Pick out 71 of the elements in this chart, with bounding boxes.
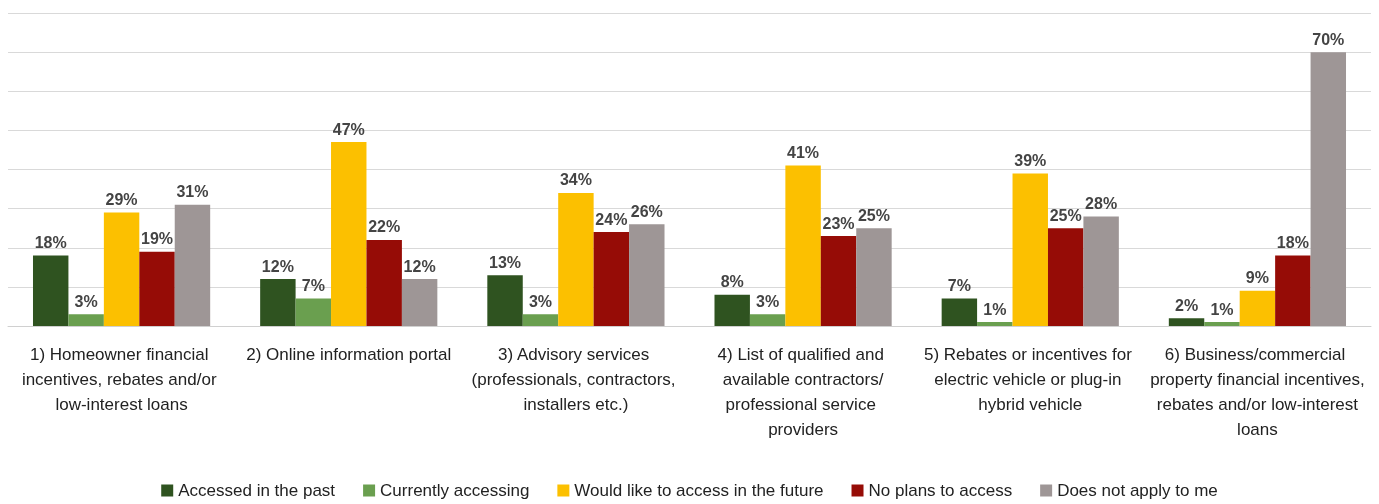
x-tick-label: 6) Business/commercial property financial incentives, rebates and/or low-interest loans xyxy=(1150,345,1365,439)
bar xyxy=(174,204,211,326)
x-tick-label: 1) Homeowner financial incentives, rebates and/or low-interest loans xyxy=(21,345,222,414)
bar xyxy=(366,239,402,326)
x-tick-label: 2) Online information portal xyxy=(246,345,452,364)
data-label: 25% xyxy=(857,206,890,224)
bar xyxy=(941,298,978,326)
data-label: 41% xyxy=(787,144,820,162)
data-label: 3% xyxy=(74,292,98,310)
bar xyxy=(593,232,630,326)
legend-label: Accessed in the past xyxy=(178,481,336,500)
data-label: 2% xyxy=(1174,296,1199,314)
bar xyxy=(820,236,857,326)
bar xyxy=(522,314,559,326)
data-label: 31% xyxy=(176,183,209,201)
bar xyxy=(785,165,821,326)
data-label: 8% xyxy=(720,273,744,291)
bar xyxy=(401,279,438,326)
data-label: 19% xyxy=(141,230,174,248)
legend-label: Currently accessing xyxy=(380,481,530,500)
data-label: 29% xyxy=(105,191,138,209)
bar xyxy=(1204,322,1240,326)
bar xyxy=(1168,318,1205,326)
bar xyxy=(749,314,786,326)
data-label: 23% xyxy=(822,214,855,232)
data-label: 13% xyxy=(489,253,522,271)
x-tick-label: 3) Advisory services (professionals, contractors, installers etc.) xyxy=(471,345,681,414)
data-label: 24% xyxy=(595,210,628,228)
bar xyxy=(1012,173,1048,326)
data-label: 1% xyxy=(983,300,1007,318)
bar xyxy=(295,298,332,326)
legend-label: Would like to access in the future xyxy=(574,481,824,500)
bar xyxy=(1239,290,1276,326)
data-label: 3% xyxy=(528,292,553,310)
bar xyxy=(32,255,69,326)
bar xyxy=(331,142,367,326)
data-label: 7% xyxy=(301,277,325,295)
x-tick-label: 5) Rebates or incentives for electric vehicle or plug-in hybrid vehicle xyxy=(923,345,1137,414)
data-label: 7% xyxy=(947,277,971,295)
bar xyxy=(856,228,892,326)
data-label: 39% xyxy=(1014,151,1047,169)
data-label: 18% xyxy=(34,234,67,252)
legend-label: No plans to access xyxy=(868,481,1013,500)
bar xyxy=(1047,228,1084,326)
data-label: 9% xyxy=(1245,269,1269,287)
data-label: 12% xyxy=(403,257,436,275)
bar xyxy=(68,314,104,326)
x-tick-label: 4) List of qualified and available contractors/professional service providers xyxy=(717,345,889,439)
bar xyxy=(977,322,1013,326)
data-label: 25% xyxy=(1049,206,1082,224)
bar xyxy=(139,251,175,326)
bar xyxy=(629,224,665,326)
data-label: 1% xyxy=(1210,300,1234,318)
bar xyxy=(558,192,594,326)
data-label: 70% xyxy=(1312,30,1345,48)
data-label: 12% xyxy=(261,257,294,275)
bar xyxy=(487,275,523,326)
bar xyxy=(1275,255,1311,326)
legend-label: Does not apply to me xyxy=(1057,481,1218,500)
data-label: 3% xyxy=(756,292,780,310)
data-label: 47% xyxy=(332,120,365,138)
data-label: 22% xyxy=(368,218,401,236)
data-label: 26% xyxy=(630,202,663,220)
bar xyxy=(103,212,140,326)
data-label: 34% xyxy=(559,171,592,189)
data-label: 18% xyxy=(1276,234,1309,252)
bar xyxy=(260,279,296,326)
data-label: 28% xyxy=(1085,194,1118,212)
bar xyxy=(714,294,750,326)
bar xyxy=(1083,216,1119,326)
bar xyxy=(1310,52,1347,326)
